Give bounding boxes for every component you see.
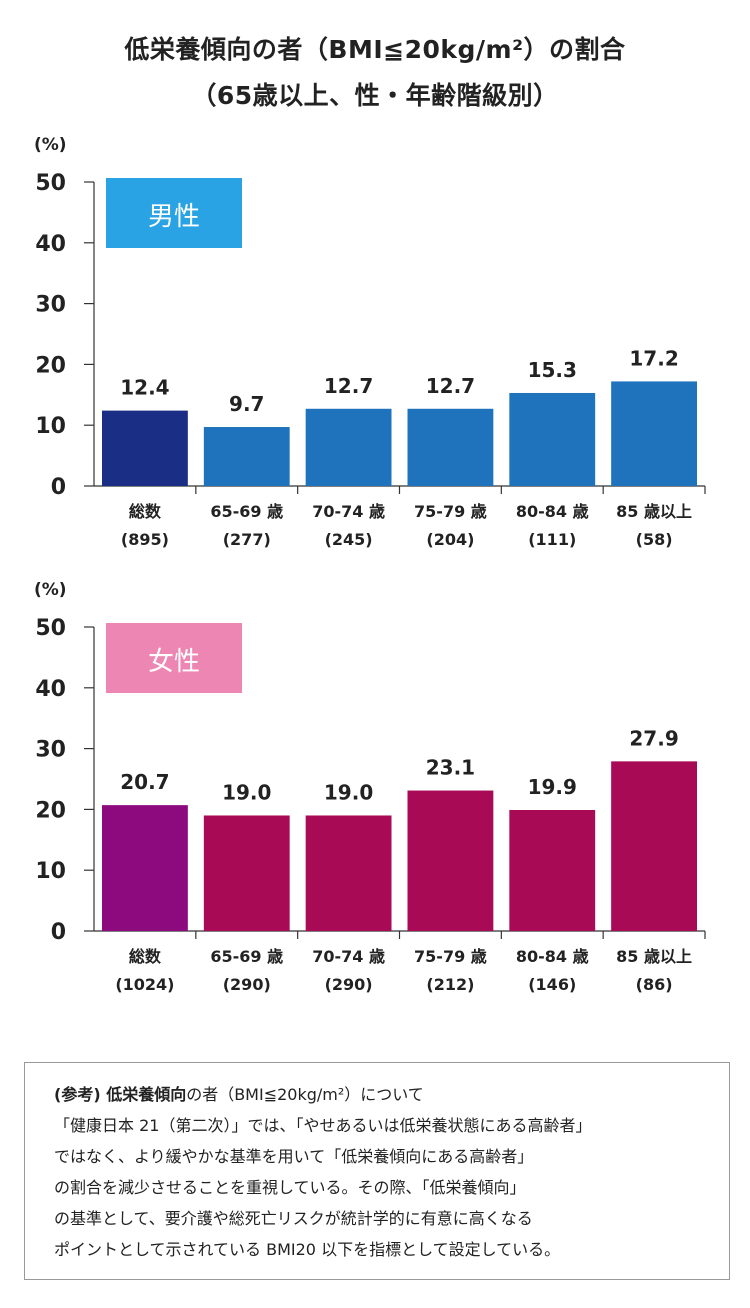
y-tick-label: 30 (35, 293, 66, 318)
data-label: 23.1 (426, 756, 475, 780)
y-tick-label: 40 (35, 677, 66, 702)
x-tick-label: 65-69 歳 (210, 947, 283, 966)
bar (102, 805, 188, 931)
panel-label: 男性 (148, 202, 200, 232)
x-tick-label: 70-74 歳 (312, 502, 385, 521)
y-tick-label: 20 (35, 353, 66, 378)
x-count-label: (290) (325, 975, 373, 994)
x-count-label: (290) (223, 975, 271, 994)
x-count-label: (204) (426, 530, 474, 549)
y-tick-label: 50 (35, 171, 66, 196)
x-tick-label: 85 歳以上 (616, 947, 692, 966)
y-tick-label: 10 (35, 859, 66, 884)
bar (203, 427, 290, 486)
note-line: 「健康日本 21（第二次）」では、「やせあるいは低栄養状態にある高齢者」 (54, 1116, 592, 1135)
x-tick-label: 80-84 歳 (516, 947, 589, 966)
panel-label-box (106, 623, 242, 693)
x-count-label: (895) (121, 530, 169, 549)
data-label: 19.0 (222, 780, 271, 804)
panel-label: 女性 (148, 647, 200, 677)
panel-label-box (106, 178, 242, 248)
y-axis-unit: (%) (34, 135, 67, 155)
x-tick-label: 総数 (129, 947, 162, 966)
bar (305, 815, 392, 931)
x-count-label: (245) (325, 530, 373, 549)
bar (102, 410, 188, 486)
bar (509, 810, 596, 931)
x-tick-label: 65-69 歳 (210, 502, 283, 521)
chart-subtitle: （65歳以上、性・年齢階級別） (191, 81, 559, 110)
note-heading-bold: (参考) 低栄養傾向 (54, 1085, 187, 1104)
bar (611, 761, 697, 931)
data-label: 12.7 (426, 374, 475, 398)
bar (305, 408, 392, 486)
data-label: 15.3 (528, 358, 577, 382)
data-label: 17.2 (629, 346, 678, 370)
note-line: ポイントとして示されている BMI20 以下を指標として設定している。 (54, 1240, 561, 1259)
male-bar-chart: (%) 0 10 20 30 40 50 男性 12.4 総数 (895) 9.7 65-69 歳 (27… (34, 135, 706, 549)
y-tick-label: 50 (35, 616, 66, 641)
note-line: ではなく、より緩やかな基準を用いて「低栄養傾向にある高齢者」 (54, 1147, 534, 1166)
data-label: 9.7 (229, 392, 264, 416)
female-bar-chart: (%) 0 10 20 30 40 50 女性 20.7 総数 (1024) 19.0 65-69 歳 (… (34, 580, 706, 994)
y-tick-label: 0 (51, 920, 66, 945)
data-label: 20.7 (120, 770, 169, 794)
reference-note: (参考) 低栄養傾向の者（BMI≦20kg/m²）について 「健康日本 21（第… (24, 1062, 730, 1280)
data-label: 12.4 (120, 376, 169, 400)
x-tick-label: 75-79 歳 (414, 947, 487, 966)
y-tick-label: 20 (35, 798, 66, 823)
note-line: の割合を減少させることを重視している。その際、「低栄養傾向」 (54, 1178, 526, 1197)
x-tick-label: 70-74 歳 (312, 947, 385, 966)
data-label: 27.9 (629, 726, 678, 750)
x-tick-label: 総数 (129, 502, 162, 521)
y-tick-label: 10 (35, 414, 66, 439)
x-count-label: (277) (223, 530, 271, 549)
x-count-label: (86) (636, 975, 673, 994)
x-tick-label: 85 歳以上 (616, 502, 692, 521)
data-label: 19.0 (324, 780, 373, 804)
x-tick-label: 75-79 歳 (414, 502, 487, 521)
x-tick-label: 80-84 歳 (516, 502, 589, 521)
data-label: 12.7 (324, 374, 373, 398)
note-heading: (参考) 低栄養傾向の者（BMI≦20kg/m²）について (54, 1079, 729, 1110)
x-count-label: (111) (528, 530, 576, 549)
x-count-label: (146) (528, 975, 576, 994)
y-tick-label: 0 (51, 475, 66, 500)
bar (407, 790, 494, 931)
y-axis-unit: (%) (34, 580, 67, 600)
bar (407, 408, 494, 486)
bar (203, 815, 290, 931)
chart-title: 低栄養傾向の者（BMI≦20kg/m²）の割合 (124, 35, 626, 64)
x-count-label: (58) (636, 530, 673, 549)
data-label: 19.9 (528, 775, 577, 799)
y-tick-label: 30 (35, 738, 66, 763)
y-tick-label: 40 (35, 232, 66, 257)
bar (509, 392, 596, 486)
bar (611, 381, 697, 486)
x-count-label: (212) (426, 975, 474, 994)
note-heading-rest: の者（BMI≦20kg/m²）について (186, 1085, 424, 1104)
note-line: の基準として、要介護や総死亡リスクが統計学的に有意に高くなる (54, 1209, 533, 1228)
x-count-label: (1024) (115, 975, 174, 994)
